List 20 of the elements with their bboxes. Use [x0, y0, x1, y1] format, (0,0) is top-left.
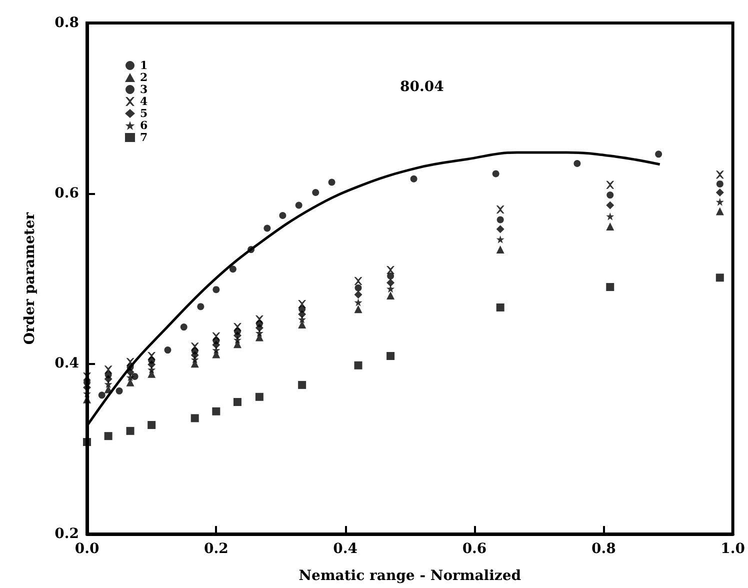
x-axis-title: Nematic range - Normalized	[298, 568, 522, 584]
x-tick-label: 0.4	[333, 541, 358, 557]
legend-label: 7	[140, 131, 148, 144]
legend-label: 6	[140, 119, 148, 132]
legend-label: 4	[140, 95, 148, 108]
x-tick-label: 0.6	[462, 541, 487, 557]
legend-label: 3	[140, 83, 148, 96]
x-tick-label: 1.0	[720, 541, 746, 557]
y-tick-label: 0.4	[54, 356, 80, 372]
y-axis-title: Order parameter	[22, 212, 38, 345]
y-tick-label: 0.8	[54, 15, 79, 31]
x-tick-label: 0.2	[204, 541, 228, 557]
legend-label: 2	[140, 71, 148, 84]
annotation: 80.04	[400, 79, 444, 95]
y-tick-label: 0.6	[54, 185, 79, 202]
x-tick-label: 0.0	[74, 541, 100, 557]
y-tick-label: 0.2	[54, 526, 79, 542]
legend-label: 1	[140, 59, 148, 72]
legend-label: 5	[140, 107, 148, 120]
x-tick-label: 0.8	[591, 541, 616, 557]
